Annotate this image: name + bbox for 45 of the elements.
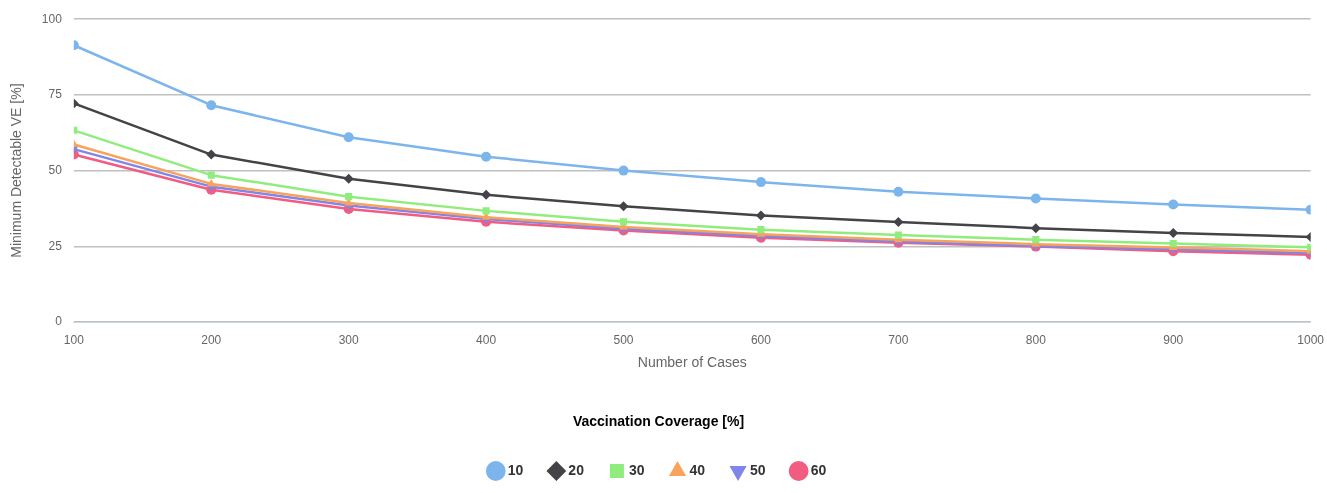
y-tick-label: 75 — [48, 87, 63, 102]
y-tick-label: 0 — [55, 314, 63, 329]
point — [619, 218, 628, 226]
x-tick-label: 500 — [613, 332, 634, 347]
y-axis-title: Minimum Detectable VE [%] — [8, 83, 25, 258]
point — [618, 165, 629, 176]
point — [481, 189, 492, 200]
point — [482, 207, 490, 215]
x-tick-label: 300 — [338, 332, 359, 347]
x-tick-label: 200 — [201, 332, 222, 347]
y-tick-label: 25 — [48, 238, 63, 253]
legend-label: 10 — [507, 461, 524, 478]
legend-label: 50 — [750, 461, 766, 478]
point — [343, 173, 354, 184]
point — [1030, 223, 1041, 234]
point — [206, 149, 217, 160]
point — [206, 178, 216, 187]
x-tick-label: 900 — [1163, 332, 1184, 347]
legend-title: Vaccination Coverage [%] — [572, 413, 745, 430]
y-tick-label: 100 — [41, 11, 63, 26]
point — [894, 231, 902, 239]
point — [755, 210, 766, 221]
point — [206, 100, 217, 111]
x-tick-label: 600 — [750, 332, 772, 347]
x-tick-label: 700 — [888, 332, 909, 347]
point — [343, 132, 354, 143]
legend-label: 30 — [628, 461, 645, 478]
point — [893, 217, 904, 228]
x-tick-label: 800 — [1025, 332, 1047, 347]
x-axis-title: Number of Cases — [637, 353, 747, 370]
point — [207, 171, 215, 179]
point — [893, 186, 904, 197]
point — [755, 177, 766, 188]
x-tick-label: 1000 — [1297, 332, 1325, 347]
point — [481, 151, 492, 162]
point — [1030, 193, 1041, 204]
legend-label: 40 — [689, 461, 706, 478]
y-tick-label: 50 — [48, 162, 63, 177]
x-tick-label: 400 — [476, 332, 497, 347]
x-tick-label: 100 — [63, 332, 85, 347]
point — [618, 201, 629, 212]
legend-label: 20 — [568, 461, 585, 478]
point — [345, 193, 353, 201]
legend-label: 60 — [810, 461, 827, 478]
point — [1168, 199, 1179, 210]
